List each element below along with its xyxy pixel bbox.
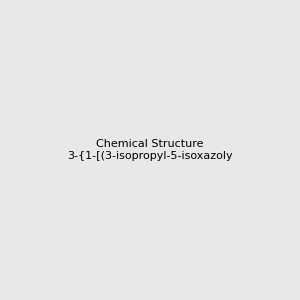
Text: Chemical Structure
3-{1-[(3-isopropyl-5-isoxazoly: Chemical Structure 3-{1-[(3-isopropyl-5-… (67, 139, 233, 161)
